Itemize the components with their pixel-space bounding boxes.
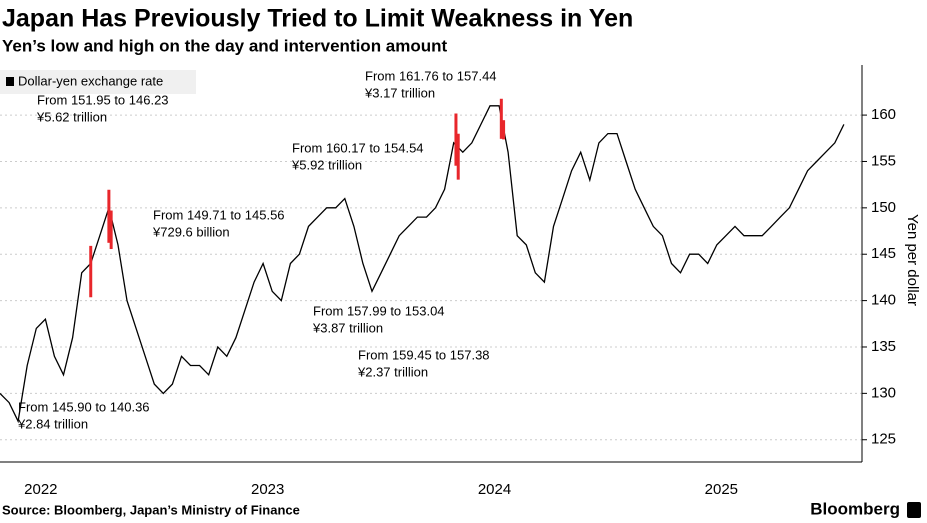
x-tick-label: 2024 [478, 481, 511, 498]
brand: Bloomberg [810, 499, 900, 518]
x-tick-label: 2022 [24, 481, 57, 498]
annotation-amount: ¥3.17 trillion [364, 85, 435, 100]
x-tick-label: 2023 [251, 481, 284, 498]
y-tick-label: 130 [871, 384, 896, 401]
annotation-range: From 161.76 to 157.44 [365, 68, 497, 83]
annotation-range: From 157.99 to 153.04 [313, 303, 445, 318]
y-tick-label: 155 [871, 152, 896, 169]
annotation-range: From 160.17 to 154.54 [292, 140, 424, 155]
chart-subtitle: Yen’s low and high on the day and interv… [2, 36, 448, 55]
brand-icon [907, 502, 921, 518]
annotation-amount: ¥2.37 trillion [357, 364, 428, 379]
y-tick-label: 135 [871, 338, 896, 355]
annotation-amount: ¥3.87 trillion [312, 320, 383, 335]
legend-swatch [6, 77, 14, 86]
y-axis-label: Yen per dollar [904, 214, 921, 306]
annotation-range: From 145.90 to 140.36 [18, 399, 150, 414]
y-tick-label: 160 [871, 106, 896, 123]
x-tick-label: 2025 [705, 481, 738, 498]
legend-box [0, 70, 196, 94]
annotation-amount: ¥5.92 trillion [291, 157, 362, 172]
y-tick-label: 150 [871, 199, 896, 216]
legend-label: Dollar-yen exchange rate [18, 73, 163, 88]
source: Source: Bloomberg, Japan’s Ministry of F… [2, 502, 300, 517]
annotation-amount: ¥729.6 billion [152, 224, 230, 239]
annotation-range: From 151.95 to 146.23 [37, 92, 169, 107]
annotation-range: From 159.45 to 157.38 [358, 347, 490, 362]
y-tick-label: 125 [871, 431, 896, 448]
y-tick-label: 140 [871, 292, 896, 309]
annotation-amount: ¥5.62 trillion [36, 109, 107, 124]
annotation-range: From 149.71 to 145.56 [153, 207, 285, 222]
chart-title: Japan Has Previously Tried to Limit Weak… [2, 5, 633, 33]
price-line [0, 105, 845, 424]
annotation-amount: ¥2.84 trillion [17, 416, 88, 431]
y-tick-label: 145 [871, 245, 896, 262]
